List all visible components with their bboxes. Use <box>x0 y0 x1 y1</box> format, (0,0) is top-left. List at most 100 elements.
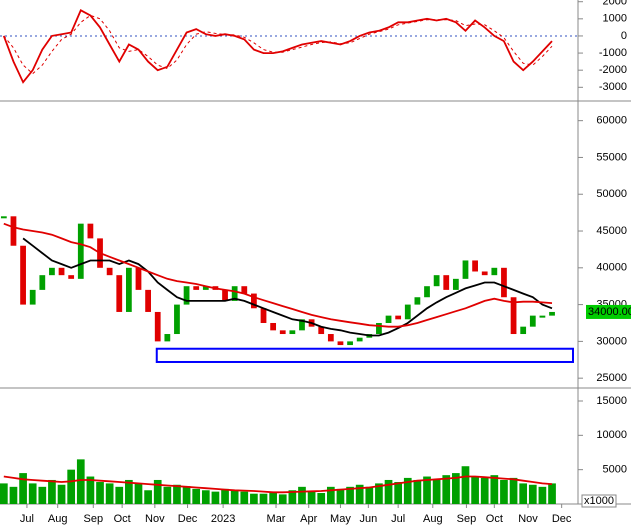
x-tick-label: Nov <box>145 513 165 525</box>
candle <box>145 289 151 312</box>
candle <box>529 315 536 327</box>
x-tick-label: Oct <box>486 513 503 525</box>
volume-bar <box>548 483 556 504</box>
volume-bar <box>278 494 287 504</box>
candle <box>520 326 527 335</box>
candle <box>183 286 190 305</box>
volume-bar <box>192 488 201 504</box>
y-tick-label: 60000 <box>596 115 627 127</box>
candle <box>539 315 546 318</box>
series-line <box>3 475 553 494</box>
volume-bar <box>403 477 412 504</box>
candle <box>395 315 402 320</box>
candle <box>251 293 257 309</box>
candle <box>154 311 161 342</box>
y-tick-label: -1000 <box>599 47 627 59</box>
candle <box>270 322 277 331</box>
volume-bar <box>96 482 104 504</box>
support-zone <box>155 347 575 363</box>
volume-bar <box>452 473 460 504</box>
candle <box>49 267 55 276</box>
candle <box>337 341 344 346</box>
volume-bar <box>413 479 422 504</box>
volume-bar <box>375 483 383 504</box>
candle <box>443 275 450 290</box>
volume-bar <box>442 475 451 504</box>
candle <box>87 223 94 239</box>
volume-bar <box>471 476 479 504</box>
volume-bar <box>28 483 37 504</box>
volume-bar <box>67 469 76 504</box>
candle <box>549 311 555 316</box>
y-tick-label: 45000 <box>596 225 627 237</box>
volume-bar <box>384 479 393 504</box>
y-tick-label: 15000 <box>596 395 627 407</box>
volume-bar <box>432 479 441 504</box>
candle <box>164 334 171 342</box>
x-tick-label: Aug <box>48 513 68 525</box>
x-tick-label: Nov <box>518 513 538 525</box>
candle <box>491 267 498 276</box>
volume-bar <box>528 484 537 504</box>
unit-label: x1000 <box>584 495 614 507</box>
volume-bar <box>211 491 220 504</box>
candle <box>385 315 392 323</box>
candle <box>39 275 46 290</box>
series-line <box>3 222 553 328</box>
series-line <box>3 14 553 75</box>
x-tick-label: Jul <box>20 513 34 525</box>
volume-bar <box>163 486 172 504</box>
volume-bar <box>173 484 181 504</box>
candle <box>318 326 325 335</box>
volume-bar <box>336 488 345 504</box>
x-tick-label: Dec <box>552 513 572 525</box>
candle <box>289 330 296 335</box>
y-tick-label: 10000 <box>596 429 627 441</box>
volume-bar <box>519 483 528 504</box>
volume-bar <box>307 491 316 504</box>
volume-bar <box>230 490 239 504</box>
volume-bar <box>0 483 8 504</box>
x-tick-label: Sep <box>457 513 477 525</box>
candle <box>0 216 7 219</box>
volume-bar <box>509 477 518 504</box>
candle <box>501 267 507 298</box>
candle <box>279 330 286 335</box>
volume-bar <box>182 486 191 504</box>
volume-bar <box>355 484 364 504</box>
volume-bar <box>86 476 95 504</box>
y-tick-label: -3000 <box>599 81 627 93</box>
candle <box>510 297 517 335</box>
volume-bar <box>144 490 152 504</box>
volume-bar <box>346 486 354 504</box>
candle <box>424 286 430 298</box>
volume-bar <box>326 486 335 504</box>
y-tick-label: 1000 <box>603 13 627 25</box>
volume-bar <box>538 486 547 504</box>
candle <box>347 341 353 346</box>
x-tick-label: Jul <box>391 513 405 525</box>
candle <box>481 271 488 276</box>
x-tick-label: Apr <box>300 513 317 525</box>
series-line <box>22 237 553 337</box>
candle <box>414 297 421 305</box>
x-tick-label: Mar <box>267 513 286 525</box>
x-tick-label: Aug <box>423 513 443 525</box>
candle <box>10 216 17 246</box>
x-tick-label: Oct <box>114 513 131 525</box>
candle <box>125 267 132 312</box>
y-tick-label: 2000 <box>603 0 627 8</box>
volume-bar <box>394 482 403 504</box>
volume-bar <box>125 479 133 504</box>
candle <box>77 223 84 279</box>
candle <box>231 286 238 301</box>
x-tick-label: Dec <box>178 513 198 525</box>
volume-bar <box>500 479 508 504</box>
candle <box>20 245 26 305</box>
candle <box>452 278 459 290</box>
volume-bar <box>259 493 268 504</box>
y-tick-label: 30000 <box>596 335 627 347</box>
